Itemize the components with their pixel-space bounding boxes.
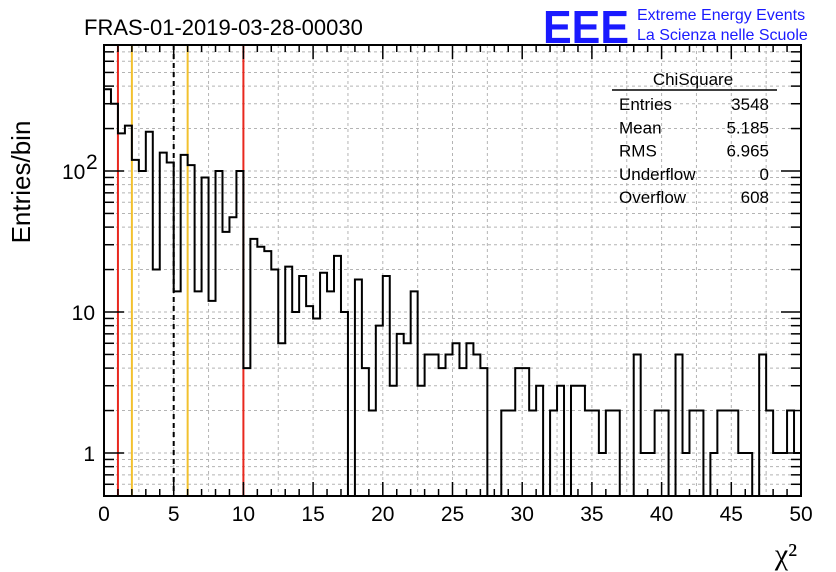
y-tick-label: 1 — [83, 443, 95, 466]
stats-rows: Entries 3548 Mean 5.185 RMS 6.965 Underflow 0 Ov… — [619, 95, 769, 207]
y-axis-label: Entries/bin — [6, 121, 36, 244]
x-tick-label: 5 — [168, 503, 180, 526]
brand-logo: EEE Extreme Energy Events La Scienza nel… — [543, 1, 808, 53]
x-tick-label: 30 — [511, 503, 534, 526]
y-tick-label: 10 — [72, 302, 95, 325]
stats-label: Mean — [619, 118, 662, 137]
x-tick-label: 35 — [580, 503, 603, 526]
stats-label: Overflow — [619, 188, 687, 207]
stats-value: 608 — [741, 188, 769, 207]
stats-box: ChiSquare Entries 3548 Mean 5.185 RMS 6.965 Un… — [612, 70, 777, 207]
stats-label: Entries — [619, 95, 672, 114]
histogram-outline — [103, 88, 802, 497]
x-tick-labels: 0 5 10 15 20 25 30 35 40 45 50 — [98, 503, 813, 526]
stats-value: 3548 — [731, 95, 769, 114]
x-axis-label: χ² — [774, 538, 797, 571]
x-tick-label: 10 — [232, 503, 255, 526]
axes — [103, 44, 802, 497]
y-tick-label-exponent: 2 — [86, 151, 98, 174]
grid — [104, 45, 801, 496]
x-tick-label: 15 — [301, 503, 324, 526]
stats-label: Underflow — [619, 165, 696, 184]
x-tick-label: 0 — [98, 503, 110, 526]
x-tick-label: 20 — [371, 503, 394, 526]
y-tick-label: 10 — [62, 161, 85, 184]
stats-value: 0 — [760, 165, 769, 184]
x-tick-label: 45 — [720, 503, 743, 526]
stats-value: 5.185 — [726, 118, 769, 137]
stats-label: RMS — [619, 142, 657, 161]
x-tick-label: 50 — [789, 503, 812, 526]
x-tick-label: 40 — [650, 503, 673, 526]
chart-title: FRAS-01-2019-03-28-00030 — [84, 15, 363, 40]
brand-line-2: La Scienza nelle Scuole — [637, 27, 808, 44]
stats-value: 6.965 — [726, 142, 769, 161]
x-tick-label: 25 — [441, 503, 464, 526]
brand-line-1: Extreme Energy Events — [637, 7, 805, 24]
stats-title: ChiSquare — [653, 70, 733, 89]
